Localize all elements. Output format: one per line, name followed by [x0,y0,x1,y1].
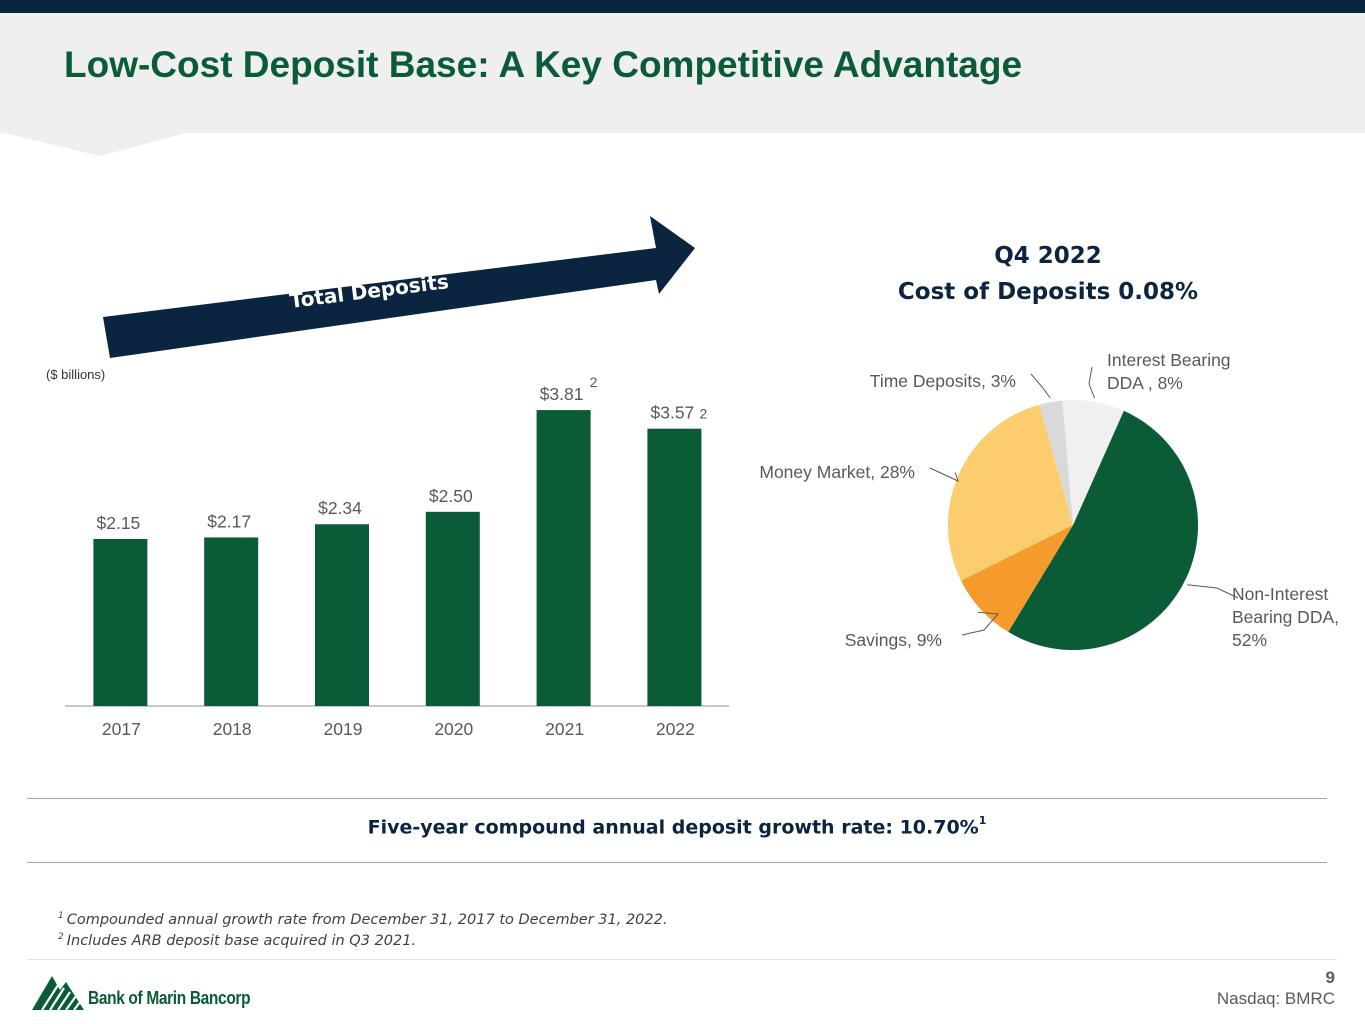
pie-label-line: Non-Interest [1232,584,1328,604]
pie-label-line: Savings, 9% [845,630,942,650]
x-tick-label-2019: 2019 [324,719,363,739]
bar-footnote-ref-2021: 2 [590,374,598,390]
pie-slice-savings [961,525,1073,632]
pie-leader-time-deposits [1030,373,1051,399]
bar-2018 [204,537,259,706]
company-name: Bank of Marin Bancorp [88,988,251,1008]
units-label: ($ billions) [46,367,106,382]
pie-label-time-deposits: Time Deposits, 3% [870,371,1016,391]
bar-2022 [647,428,702,706]
page-title: Low-Cost Deposit Base: A Key Competitive… [64,44,1023,85]
pie-label-line: Interest Bearing [1107,350,1231,370]
pie-chart-title: Q4 2022 Cost of Deposits 0.08% [848,238,1248,310]
pie-title-line2: Cost of Deposits 0.08% [897,279,1199,305]
pie-label-line: DDA , 8% [1107,373,1183,393]
pie-leader-money-market [929,467,959,482]
top-bar [0,0,1365,13]
summary-bottom-rule [27,862,1327,863]
arrow-shape [103,216,695,358]
pie-slice-non-interest-bearing-dda [1008,410,1199,651]
bar-value-label-2021: $3.81 [540,384,584,404]
bar-value-label-2022: $3.57 [651,403,695,423]
pie-slice-time-deposits [1039,400,1073,525]
x-tick-label-2018: 2018 [213,719,252,739]
bar-value-label-2017: $2.15 [97,513,141,533]
bank-logo-icon [32,976,84,1011]
pie-label-line: Time Deposits, 3% [870,371,1016,391]
pie-label-non-interest-bearing-dda: Non-Interest Bearing DDA, 52% [1232,584,1339,650]
pie-title-line1: Q4 2022 [994,243,1102,269]
pie-label-line: Money Market, 28% [759,462,915,482]
footnote-2-text: Includes ARB deposit base acquired in Q3… [66,932,417,949]
bar-2017 [93,539,148,706]
footnote-1: 1 Compounded annual growth rate from Dece… [58,908,667,929]
bar-value-label-2019: $2.34 [318,498,362,518]
x-tick-label-2020: 2020 [434,719,473,739]
bar-value-label-2018: $2.17 [207,511,251,531]
footnote-2: 2 Includes ARB deposit base acquired in Q… [58,929,667,950]
pie-leader-non-interest-bearing-dda [1187,584,1239,599]
pie-label-line: 52% [1232,630,1267,650]
pie-label-interest-bearing-dda: Interest Bearing DDA , 8% [1107,350,1231,393]
pie-slice-money-market [948,404,1073,581]
total-deposits-arrow: Total Deposits [103,216,695,358]
pie-label-line: Bearing DDA, [1232,607,1339,627]
ticker-label: Nasdaq: BMRC [1216,989,1335,1008]
cagr-text: Five-year compound annual deposit growth… [367,816,979,839]
footnote-2-number: 2 [58,931,64,942]
x-tick-label-2021: 2021 [545,719,584,739]
pie-label-money-market: Money Market, 28% [759,462,915,482]
pie-label-savings: Savings, 9% [845,630,942,650]
header-band [0,13,1365,133]
pie-leader-savings [961,611,1000,636]
summary-top-rule [27,798,1327,799]
x-tick-label-2022: 2022 [656,719,695,739]
page-number: 9 [1325,968,1335,987]
cagr-summary: Five-year compound annual deposit growth… [27,814,1327,839]
bar-value-label-2020: $2.50 [429,486,473,506]
footnotes: 1 Compounded annual growth rate from Dece… [58,908,667,950]
footnote-1-text: Compounded annual growth rate from Decem… [66,911,668,928]
pie-slice-interest-bearing-dda [1062,400,1124,525]
footnote-1-number: 1 [58,911,64,921]
header-tab [0,132,190,156]
bar-2021 [536,410,591,706]
x-tick-label-2017: 2017 [102,719,141,739]
bar-2019 [315,524,369,706]
deposits-bar-chart: $2.15 2017 $2.17 2018 $2.34 2019 $2.50 2020 $3.8… [65,374,729,739]
cagr-footnote-ref: 1 [978,814,987,827]
footer-rule [27,959,1337,960]
deposit-mix-pie-chart: Non-Interest Bearing DDA, 52% Savings, 9% Mo… [759,350,1339,651]
bar-2020 [425,511,480,706]
bar-footnote-ref-2022: 2 [700,406,708,422]
pie-leader-interest-bearing-dda [1088,366,1095,398]
